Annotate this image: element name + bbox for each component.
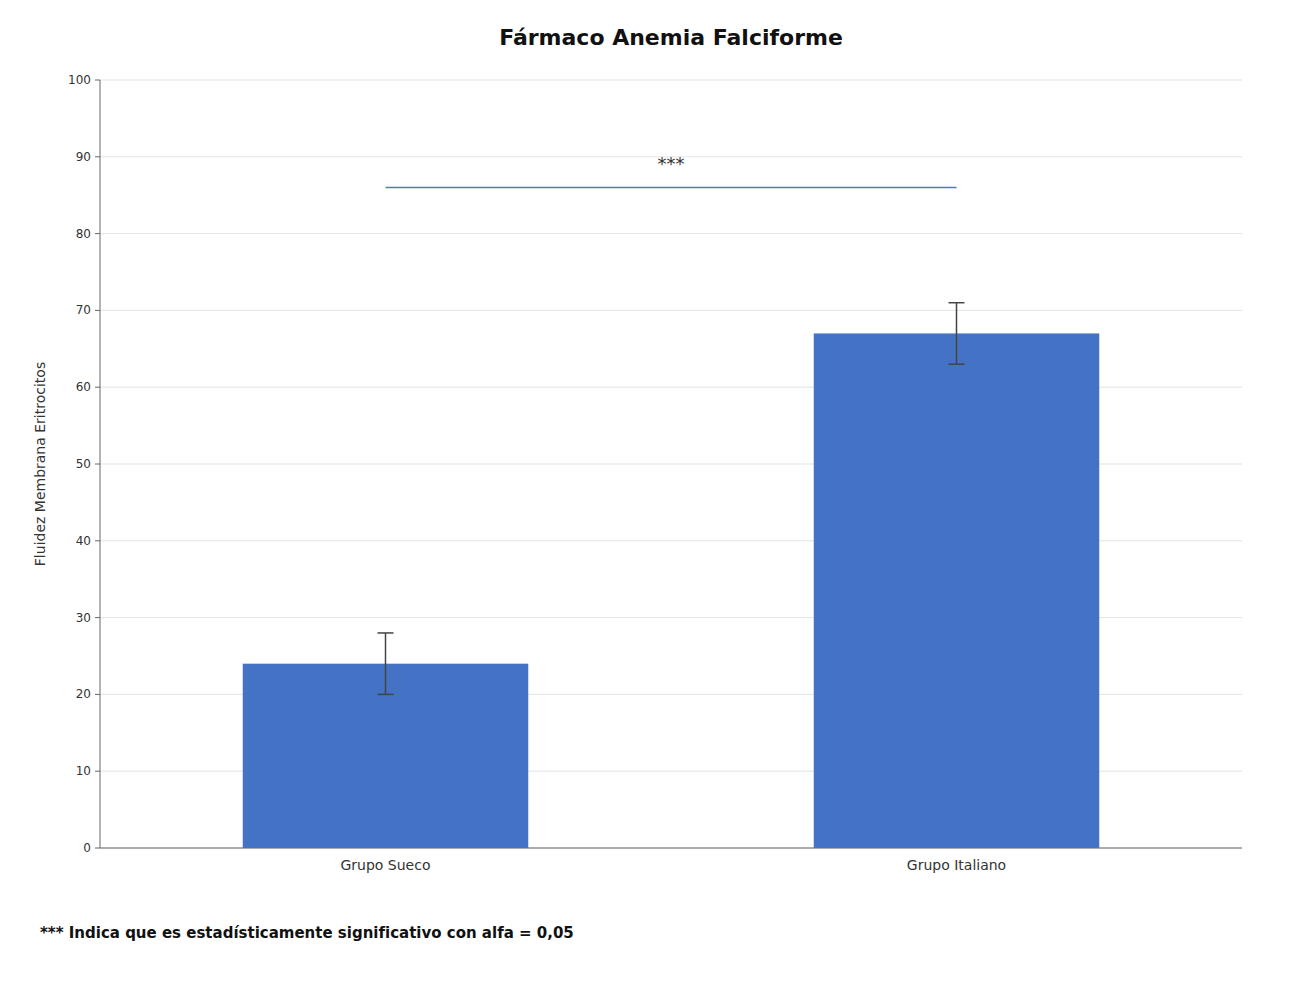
y-tick-label: 70 [76, 303, 91, 317]
error-bar-stem [956, 303, 958, 364]
y-tick-label: 10 [76, 764, 91, 778]
grid-line [100, 80, 1242, 81]
y-tick [95, 156, 100, 157]
plot-area [243, 188, 1100, 848]
y-tick-label: 40 [76, 534, 91, 548]
y-tick [95, 80, 100, 81]
y-tick-label: 20 [76, 687, 91, 701]
error-bar-stem [385, 633, 387, 694]
chart-container: 0 10 20 30 40 50 60 70 80 90 100 *** Grupo Sueco Grup… [0, 0, 1292, 988]
chart-title: Fármaco Anemia Falciforme [499, 25, 843, 50]
grid: 0 10 20 30 40 50 60 70 80 90 100 [68, 73, 1242, 855]
annotation: *** [658, 153, 685, 174]
error-bar-cap [949, 363, 965, 365]
y-tick-label: 90 [76, 150, 91, 164]
footnote: *** Indica que es estadísticamente signi… [40, 924, 574, 942]
y-tick [95, 771, 100, 772]
error-bar-cap [378, 632, 394, 634]
y-tick [95, 310, 100, 311]
y-tick-label: 50 [76, 457, 91, 471]
y-tick-label: 30 [76, 611, 91, 625]
y-tick-label: 0 [83, 841, 91, 855]
error-bar-cap [949, 302, 965, 304]
y-tick [95, 848, 100, 849]
error-bar [378, 633, 394, 694]
significance-line [386, 187, 957, 189]
bar [814, 333, 1100, 848]
y-tick [95, 464, 100, 465]
x-tick-label: Grupo Sueco [340, 857, 430, 873]
grid-line [100, 233, 1242, 234]
y-tick [95, 387, 100, 388]
x-tick-label: Grupo Italiano [907, 857, 1006, 873]
error-bar-cap [378, 694, 394, 696]
y-tick [95, 617, 100, 618]
y-tick-label: 100 [68, 73, 91, 87]
y-tick-label: 80 [76, 227, 91, 241]
y-tick [95, 540, 100, 541]
y-tick [95, 694, 100, 695]
chart-svg: 0 10 20 30 40 50 60 70 80 90 100 *** Grupo Sueco Grup… [0, 0, 1292, 988]
grid-line [100, 310, 1242, 311]
y-axis [100, 80, 101, 848]
y-tick-label: 60 [76, 380, 91, 394]
y-axis-label: Fluidez Membrana Eritrocitos [32, 362, 48, 566]
error-bar [949, 303, 965, 364]
y-tick [95, 233, 100, 234]
